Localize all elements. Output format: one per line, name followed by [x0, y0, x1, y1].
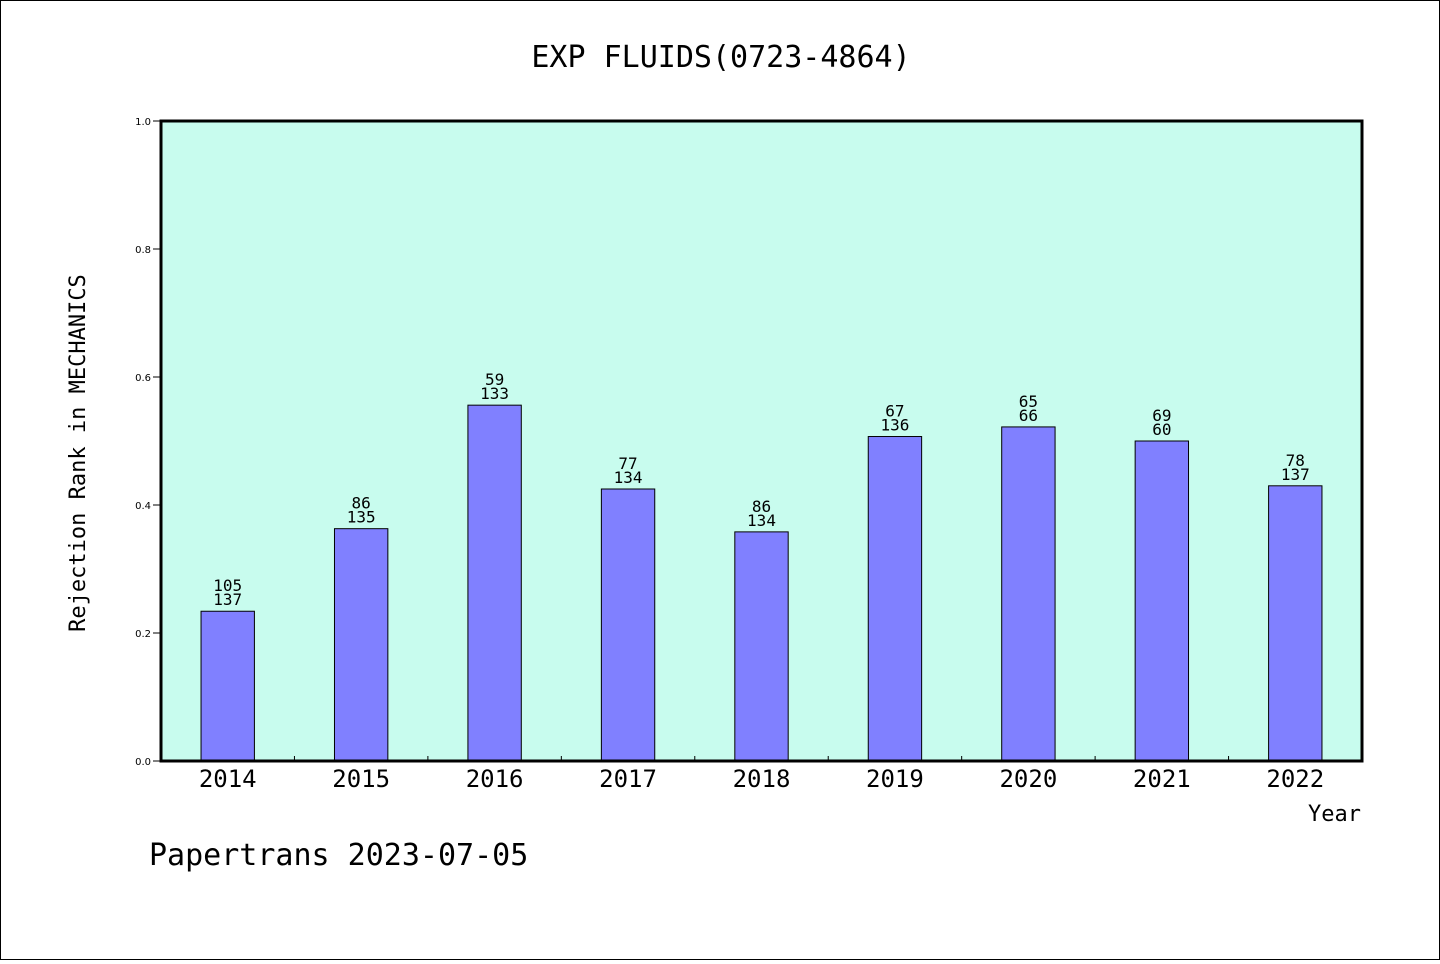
chart-title: EXP FLUIDS(0723-4864)	[531, 40, 910, 75]
bar-label-top: 69	[1152, 406, 1171, 425]
footer-credit: Papertrans 2023-07-05	[149, 838, 528, 873]
bar-label-top: 86	[352, 494, 371, 513]
bar-2021	[1134, 440, 1190, 762]
bar-label-bottom: 133	[480, 384, 509, 403]
bar-label-bottom: 136	[880, 416, 909, 435]
bar-label-bottom: 137	[213, 590, 242, 609]
bar-2015	[333, 528, 389, 762]
bar-2014	[200, 610, 255, 762]
y-tick-label: 1.0	[135, 117, 151, 128]
bar-label-top: 86	[752, 497, 771, 516]
x-tick-label: 2015	[332, 765, 390, 793]
x-axis: 2014 2015 2016 2017 2018 2019 2020 2021 2022	[199, 756, 1324, 793]
bar-label-top: 77	[618, 454, 637, 473]
y-tick-label: 0.4	[135, 501, 151, 512]
x-tick-label: 2020	[999, 765, 1057, 793]
bar-label-bottom: 135	[347, 508, 376, 527]
bar-label-bottom: 60	[1152, 420, 1171, 439]
bar-2022	[1268, 485, 1323, 762]
x-tick-label: 2021	[1133, 765, 1191, 793]
y-tick-label: 0.0	[135, 757, 151, 768]
bar-label-top: 105	[213, 576, 242, 595]
bar-2019	[867, 436, 923, 762]
bar-label-bottom: 134	[614, 468, 643, 487]
x-tick-label: 2014	[199, 765, 257, 793]
x-tick-label: 2022	[1266, 765, 1324, 793]
bar-2017	[600, 488, 656, 762]
bar-2020	[1001, 426, 1056, 762]
x-tick-label: 2018	[733, 765, 791, 793]
x-tick-label: 2016	[466, 765, 524, 793]
y-tick-label: 0.2	[135, 629, 151, 640]
bar-label-top: 67	[885, 402, 904, 421]
plot-border	[159, 119, 1364, 763]
bar-2016	[467, 404, 522, 762]
x-axis-label: Year	[1308, 802, 1361, 827]
bar-label-bottom: 66	[1019, 406, 1038, 425]
y-axis-label: Rejection Rank in MECHANICS	[66, 274, 91, 632]
bar-label-top: 59	[485, 370, 504, 389]
x-tick-label: 2019	[866, 765, 924, 793]
bar-label-bottom: 134	[747, 511, 776, 530]
bar-label-top: 65	[1019, 392, 1038, 411]
y-tick-label: 0.6	[135, 373, 151, 384]
bar-2018	[734, 531, 789, 762]
x-tick-label: 2017	[599, 765, 657, 793]
y-axis: 0.0 0.2 0.4 0.6 0.8 1.0	[135, 117, 161, 768]
y-tick-label: 0.8	[135, 245, 151, 256]
bar-label-bottom: 137	[1281, 465, 1310, 484]
bar-label-top: 78	[1286, 451, 1305, 470]
